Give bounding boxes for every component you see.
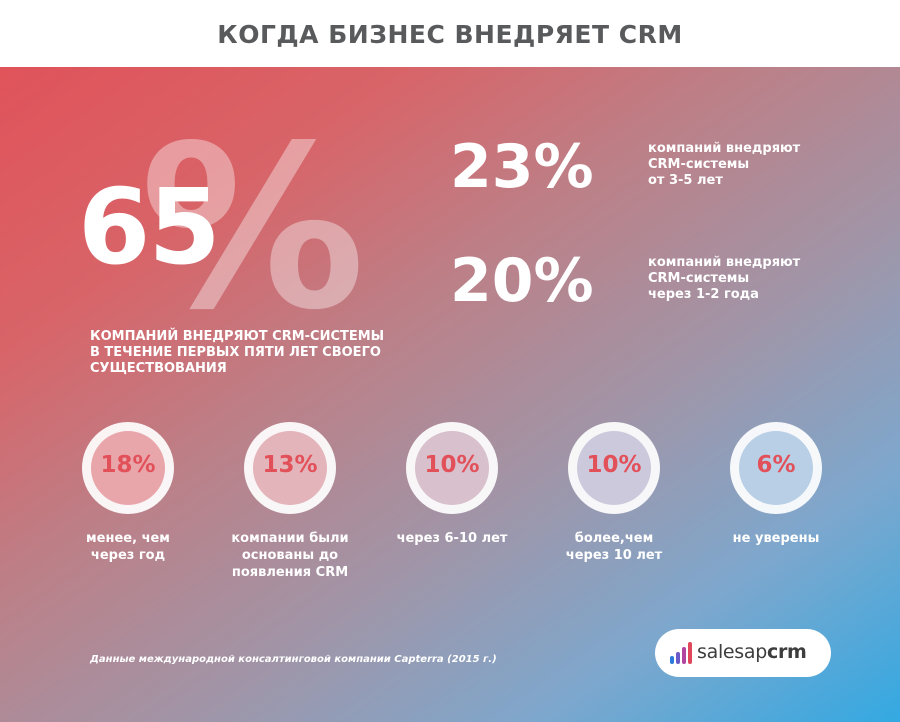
circle-label-line: через год (90, 548, 166, 563)
circle-value: 13% (262, 452, 318, 478)
logo-wordmark: salesapcrm (697, 641, 807, 663)
circle-value: 6% (756, 452, 796, 478)
circle-inner (253, 431, 327, 505)
circle-label: менее, чем через год (53, 530, 203, 564)
circle-label: через 6-10 лет (377, 530, 527, 547)
circle-label: более,чем через 10 лет (539, 530, 689, 564)
circle-stat: 13% компании были основаны до появления … (215, 422, 365, 582)
circle-stat: 18% менее, чем через год (53, 422, 203, 582)
stat-desc-line: CRM-системы (648, 157, 750, 172)
page-title: КОГДА БИЗНЕС ВНЕДРЯЕТ CRM (217, 20, 683, 49)
circle-label-line: основаны до (241, 548, 339, 563)
stat-desc-line: от 3-5 лет (648, 173, 723, 188)
big-percent-sign: % (140, 98, 366, 360)
stat-block: 20% компаний внедряют CRM-системы через … (450, 251, 870, 331)
circle-value: 10% (424, 452, 480, 478)
stat-value: 20% (450, 246, 594, 316)
circle-ring: 10% (568, 422, 660, 514)
stat-value: 23% (450, 132, 594, 202)
circle-stat: 10% более,чем через 10 лет (539, 422, 689, 582)
circle-label-line: через 10 лет (565, 548, 663, 563)
circle-inner (91, 431, 165, 505)
stat-desc-line: через 1-2 года (648, 287, 759, 302)
circle-inner (415, 431, 489, 505)
infographic-panel: % 65 КОМПАНИЙ ВНЕДРЯЮТ CRM-СИСТЕМЫ В ТЕЧ… (0, 67, 900, 722)
circle-label-line: через 6-10 лет (396, 531, 508, 546)
main-stat-number: 65 (78, 166, 221, 288)
circle-inner (577, 431, 651, 505)
circle-label: компании были основаны до появления CRM (215, 530, 365, 581)
circle-label-line: более,чем (574, 531, 654, 546)
stat-desc-line: компаний внедряют (648, 141, 801, 156)
circle-inner (739, 431, 813, 505)
circle-ring: 13% (244, 422, 336, 514)
circle-value: 10% (586, 452, 642, 478)
header: КОГДА БИЗНЕС ВНЕДРЯЕТ CRM (0, 0, 900, 67)
main-stat-caption: КОМПАНИЙ ВНЕДРЯЮТ CRM-СИСТЕМЫ В ТЕЧЕНИЕ … (90, 329, 385, 376)
circle-stat: 10% через 6-10 лет (377, 422, 527, 582)
logo-text-part: salesap (697, 641, 768, 663)
circle-value: 18% (100, 452, 156, 478)
circle-ring: 10% (406, 422, 498, 514)
stat-block: 23% компаний внедряют CRM-системы от 3-5… (450, 137, 870, 217)
circle-label: не уверены (701, 530, 851, 547)
logo-bars-icon (670, 642, 692, 664)
circle-label-line: компании были (231, 531, 349, 546)
circle-ring: 6% (730, 422, 822, 514)
circle-label-line: менее, чем (86, 531, 170, 546)
stat-description: компаний внедряют CRM-системы от 3-5 лет (648, 141, 868, 189)
stat-desc-line: компаний внедряют (648, 255, 801, 270)
circle-ring: 18% (82, 422, 174, 514)
salesapcrm-logo[interactable]: salesapcrm (655, 629, 831, 677)
circle-label-line: появления CRM (231, 565, 349, 580)
stat-description: компаний внедряют CRM-системы через 1-2 … (648, 255, 868, 303)
circle-stat: 6% не уверены (701, 422, 851, 582)
source-note: Данные международной консалтинговой комп… (90, 654, 497, 665)
logo-text-part: crm (767, 641, 807, 663)
circle-label-line: не уверены (732, 531, 820, 546)
stat-desc-line: CRM-системы (648, 271, 750, 286)
